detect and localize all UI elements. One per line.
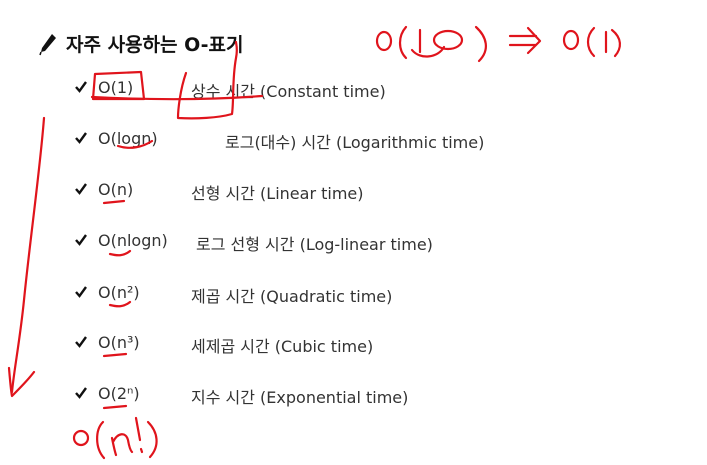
notation-text: O(n) xyxy=(98,180,134,199)
description-text: 상수 시간 (Constant time) xyxy=(191,82,386,101)
description-text: 세제곱 시간 (Cubic time) xyxy=(191,337,374,356)
description-text: 제곱 시간 (Quadratic time) xyxy=(191,287,393,306)
notation-text: O(logn) xyxy=(98,129,158,148)
checkmark-icon xyxy=(75,132,87,144)
notation-text: O(2ⁿ) xyxy=(98,384,140,403)
ink-underline xyxy=(108,249,132,257)
checkmark-icon xyxy=(75,81,87,93)
ink-underline xyxy=(102,199,126,205)
checkmark-icon xyxy=(75,387,87,399)
ink-underline xyxy=(102,404,128,410)
description-text: 로그(대수) 시간 (Logarithmic time) xyxy=(225,133,485,152)
notation-text: O(1) xyxy=(98,78,134,97)
title-text: 자주 사용하는 O-표기 xyxy=(66,34,244,56)
checkmark-icon xyxy=(75,234,87,246)
checkmark-icon xyxy=(75,286,87,298)
notation-text: O(n²) xyxy=(98,283,140,302)
pencil-icon xyxy=(39,33,56,55)
checkmark-icon xyxy=(75,183,87,195)
ink-arrowhead xyxy=(7,366,36,398)
slide-title: 자주 사용하는 O-표기 xyxy=(38,30,243,57)
description-text: 로그 선형 시간 (Log-linear time) xyxy=(196,235,433,254)
ink-underline xyxy=(108,300,132,308)
notation-text: O(nlogn) xyxy=(98,231,168,250)
handwritten-top-note xyxy=(375,25,621,63)
checkmark-icon xyxy=(75,336,87,348)
ink-arrow xyxy=(10,116,46,394)
description-text: 선형 시간 (Linear time) xyxy=(191,184,364,203)
ink-underline xyxy=(102,352,128,358)
notation-text: O(n³) xyxy=(98,333,140,352)
handwritten-bottom-note xyxy=(72,416,158,460)
description-text: 지수 시간 (Exponential time) xyxy=(191,388,409,407)
